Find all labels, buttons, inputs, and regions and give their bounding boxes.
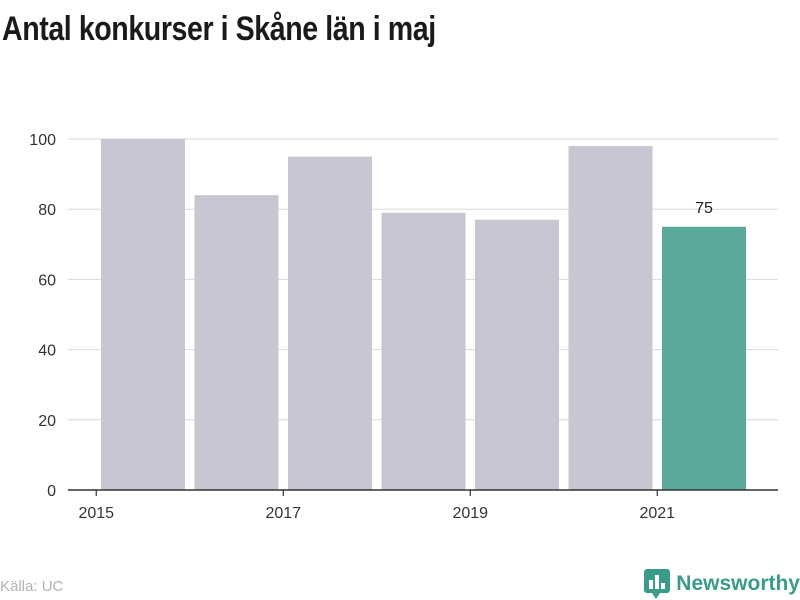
data-label: 75 [695,200,713,217]
bar-2020 [568,146,653,490]
labels: 0 20 40 60 80 100 2015 2017 2019 2021 75 [29,132,713,522]
y-tick-label: 40 [38,343,56,360]
bar-2016 [194,195,279,490]
source-note: Källa: UC [0,578,64,595]
x-tick-label: 2017 [265,505,301,522]
bar-chart-icon [644,569,671,599]
bars [101,139,746,491]
brand-logo: Newsworthy [644,568,800,600]
y-tick-label: 20 [38,413,56,430]
x-tick-label: 2021 [639,505,675,522]
bar-2015 [101,139,185,490]
bar-2021 [662,226,746,490]
y-tick-label: 80 [38,202,56,219]
x-tick-label: 2019 [452,505,488,522]
y-tick-label: 60 [38,272,56,289]
x-tick-label: 2015 [78,505,114,522]
x-axis [68,489,778,496]
y-tick-label: 0 [47,483,56,500]
bar-2018 [381,212,466,490]
bar-2017 [288,156,372,491]
bar-2019 [475,219,559,491]
y-tick-label: 100 [29,132,56,149]
brand-name: Newsworthy [676,572,800,595]
chart-title: Antal konkurser i Skåne län i maj [2,10,436,48]
